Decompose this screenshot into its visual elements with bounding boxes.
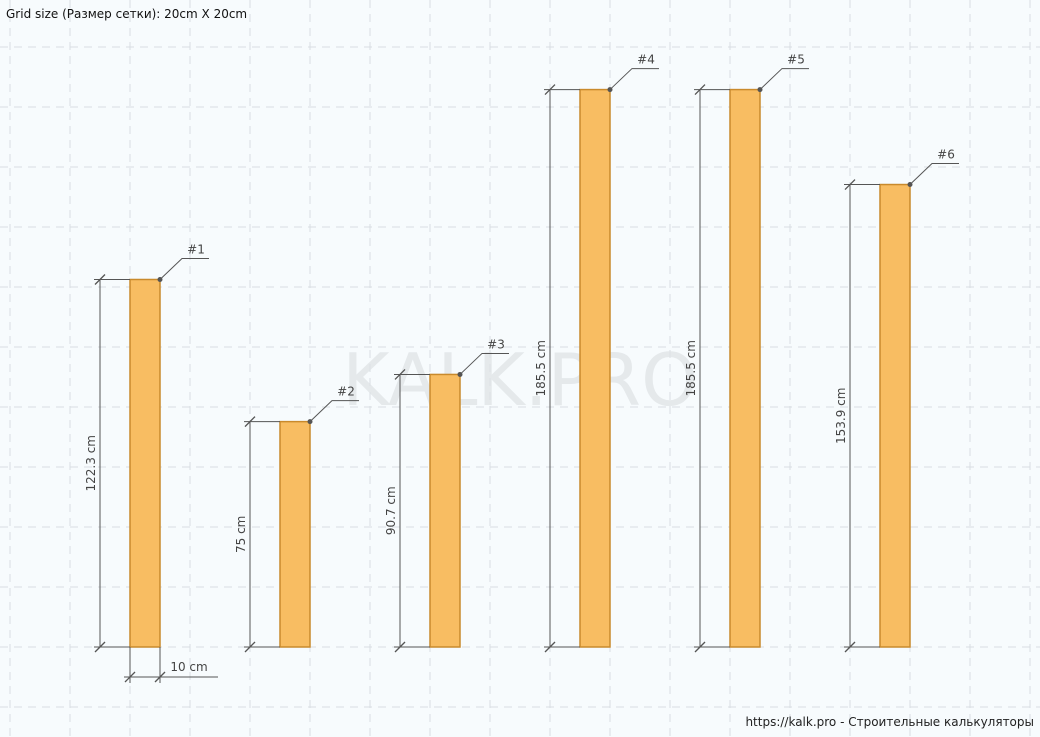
dimension-tick	[544, 84, 556, 96]
tag-leader-line	[309, 400, 359, 422]
width-dimension: 10 cm	[124, 647, 218, 683]
board-tag: #4	[637, 53, 655, 67]
board-rect	[579, 88, 611, 648]
dimension-tick	[244, 641, 256, 653]
board-rect	[429, 373, 461, 648]
board-3: 90.7 cm #3	[384, 337, 509, 653]
dimension-tick	[94, 274, 106, 285]
board-rect	[129, 278, 161, 648]
dimension-tick	[694, 84, 706, 96]
dimension-tick	[124, 671, 136, 683]
dimension-tick	[394, 368, 406, 380]
tag-leader-line	[759, 68, 809, 90]
board-tag: #5	[787, 53, 805, 67]
dimension-tick	[544, 641, 556, 653]
watermark-text: KALK.PRO	[342, 338, 698, 422]
length-label: 185.5 cm	[684, 340, 698, 396]
tag-leader-line	[459, 352, 509, 375]
tag-leader-line	[909, 163, 959, 185]
board-4: 185.5 cm #4	[534, 53, 659, 653]
board-6: 153.9 cm #6	[834, 148, 959, 653]
board-rect	[879, 183, 911, 648]
board-rect	[729, 88, 761, 648]
board-1: 122.3 cm #1 10 cm	[84, 242, 218, 683]
board-5: 185.5 cm #5	[684, 53, 809, 653]
dimension-tick	[244, 416, 256, 428]
length-label: 122.3 cm	[84, 435, 98, 491]
dimension-tick	[844, 179, 856, 190]
length-label: 75 cm	[234, 516, 248, 553]
footer-credit: https://kalk.pro - Строительные калькуля…	[745, 715, 1034, 729]
length-label: 153.9 cm	[834, 388, 848, 444]
tag-leader-line	[159, 257, 209, 280]
board-tag: #6	[937, 148, 955, 162]
board-tag: #1	[187, 242, 205, 256]
boards-group: 122.3 cm #1 10 cm 75 cm #2 90.7 cm #3 185.5 cm #…	[84, 53, 959, 683]
dimension-tick	[844, 641, 856, 653]
board-rect	[279, 420, 311, 648]
board-2: 75 cm #2	[234, 385, 359, 653]
width-label: 10 cm	[170, 660, 207, 674]
dimension-tick	[694, 641, 706, 653]
length-label: 90.7 cm	[384, 486, 398, 535]
tag-leader-line	[609, 68, 659, 90]
length-label: 185.5 cm	[534, 340, 548, 396]
dimension-tick	[154, 671, 166, 683]
dimension-tick	[394, 641, 406, 653]
grid-size-caption: Grid size (Размер сетки): 20cm X 20cm	[6, 7, 248, 21]
board-tag: #2	[337, 385, 355, 399]
dimension-tick	[94, 641, 106, 653]
board-tag: #3	[487, 337, 505, 351]
